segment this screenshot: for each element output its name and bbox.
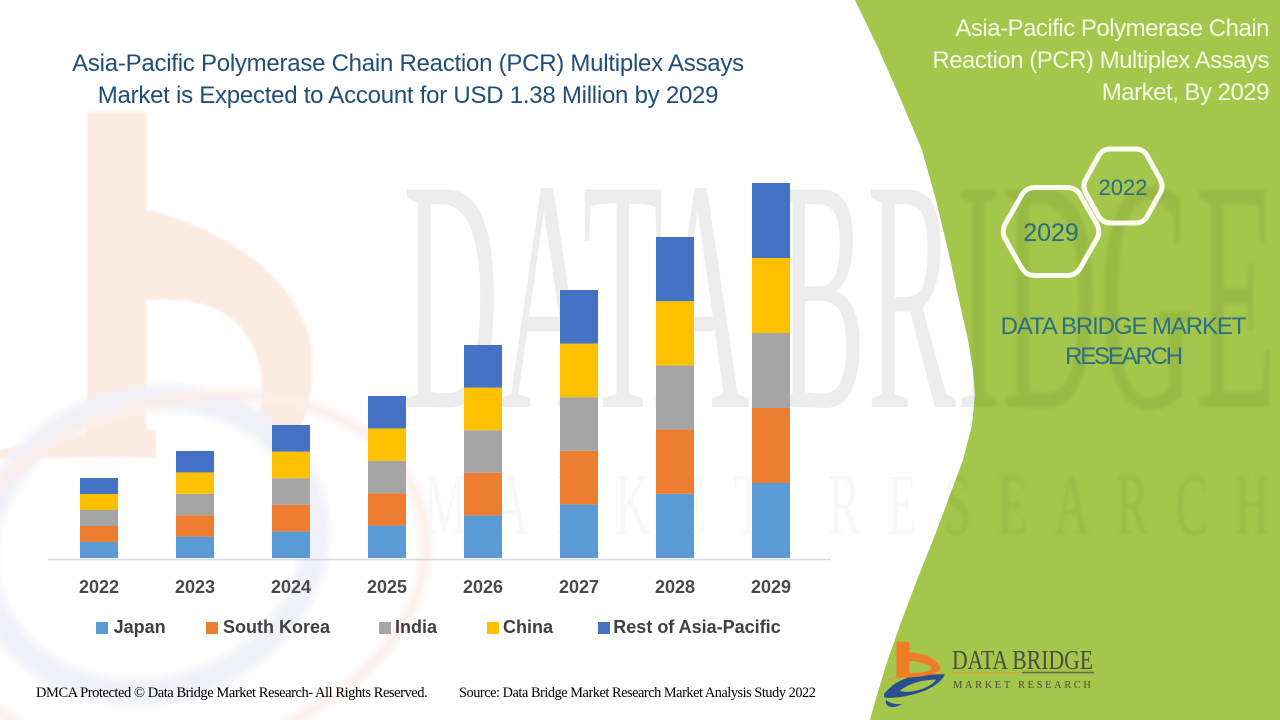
svg-text:MARKET RESEARCH: MARKET RESEARCH — [953, 680, 1091, 691]
svg-text:DATA BRIDGE: DATA BRIDGE — [952, 645, 1093, 675]
